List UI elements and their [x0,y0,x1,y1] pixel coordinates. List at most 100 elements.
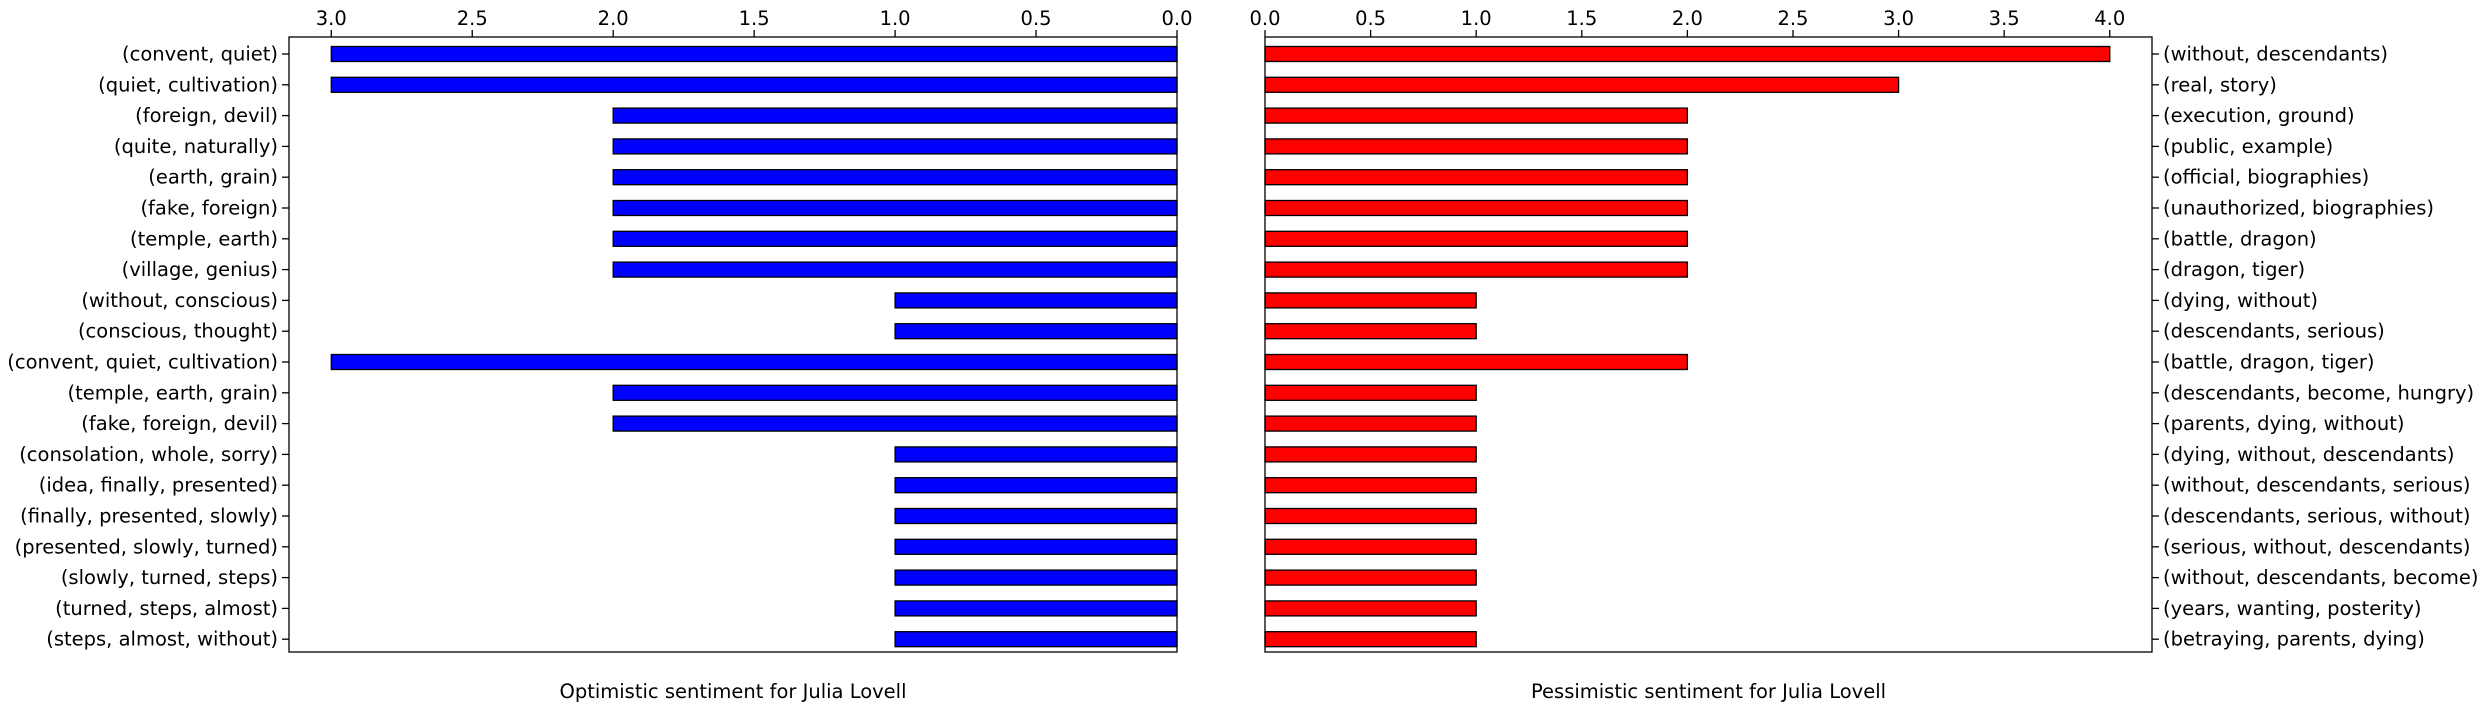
category-label: (battle, dragon, tiger) [2163,351,2375,374]
bar [894,600,1178,617]
x-tick-label: 1.0 [880,7,911,30]
x-tick-label: 1.5 [739,7,770,30]
bar [1264,138,1689,155]
category-label: (convent, quiet, cultivation) [7,351,278,374]
bar [1264,631,1477,648]
category-label: (fake, foreign, devil) [81,412,278,435]
x-tick-label: 0.5 [1355,7,1386,30]
x-tick-label: 2.5 [457,7,488,30]
x-tick-label: 3.0 [316,7,347,30]
category-label: (quiet, cultivation) [98,73,278,96]
category-label: (without, conscious) [81,289,278,312]
category-label: (foreign, devil) [135,104,278,127]
x-tick-label: 0.0 [1249,7,1280,30]
category-label: (descendants, serious, without) [2163,505,2470,528]
x-tick-label: 0.0 [1161,7,1192,30]
bar [1264,292,1477,309]
bar [894,569,1178,586]
bar [1264,323,1477,340]
bar [894,446,1178,463]
bar [894,323,1178,340]
category-label: (finally, presented, slowly) [20,505,278,528]
category-label: (betraying, parents, dying) [2163,628,2425,651]
category-label: (without, descendants, serious) [2163,474,2470,497]
category-label: (consolation, whole, sorry) [19,443,278,466]
category-label: (quite, naturally) [114,135,278,158]
category-label: (village, genius) [122,258,278,281]
category-label: (without, descendants, become) [2163,566,2478,589]
x-tick-label: 1.0 [1461,7,1492,30]
bar [1264,569,1477,586]
bar [894,477,1178,494]
category-label: (without, descendants) [2163,43,2388,66]
bar [1264,169,1689,186]
category-label: (dragon, tiger) [2163,258,2305,281]
x-axis-label: Optimistic sentiment for Julia Lovell [559,680,906,703]
category-label: (descendants, become, hungry) [2163,381,2474,404]
bar [612,384,1178,401]
category-label: (slowly, turned, steps) [61,566,278,589]
bar [894,292,1178,309]
category-label: (official, biographies) [2163,166,2369,189]
bar [612,138,1178,155]
x-axis-label: Pessimistic sentiment for Julia Lovell [1531,680,1886,703]
bar [612,169,1178,186]
category-label: (public, example) [2163,135,2333,158]
bar [330,76,1178,93]
bar [330,353,1178,371]
category-label: (battle, dragon) [2163,227,2317,250]
bar [1264,199,1689,217]
bar [1264,230,1689,247]
bar [1264,477,1477,494]
category-label: (earth, grain) [148,166,278,189]
category-label: (serious, without, descendants) [2163,535,2470,558]
category-label: (unauthorized, biographies) [2163,197,2434,220]
bar [1264,446,1477,463]
category-label: (steps, almost, without) [46,628,278,651]
x-tick-label: 3.0 [1883,7,1914,30]
optimistic-panel: 3.0 2.5 2.0 1.5 1.0 0.5 0.0 (convent, quiet) (qu… [7,7,1192,703]
pessimistic-panel: 0.0 0.5 1.0 1.5 2.0 2.5 3.0 3.5 4.0 (without, des… [1249,7,2478,703]
bar [612,261,1178,278]
x-tick-label: 4.0 [2094,7,2125,30]
bar [1264,353,1689,371]
category-label: (temple, earth, grain) [67,381,278,404]
x-tick-label: 2.0 [598,7,629,30]
x-tick-label: 3.5 [1989,7,2020,30]
category-label: (dying, without, descendants) [2163,443,2455,466]
bar [612,415,1178,432]
category-label: (fake, foreign) [140,197,278,220]
bar [1264,76,1900,93]
bar [894,507,1178,525]
bar [612,230,1178,247]
bar [330,45,1178,63]
category-label: (idea, finally, presented) [39,474,278,497]
bar [894,538,1178,555]
x-tick-label: 2.0 [1672,7,1703,30]
plot-frame [288,36,1178,653]
category-label: (temple, earth) [130,227,278,250]
category-label: (real, story) [2163,73,2277,96]
x-tick-label: 2.5 [1777,7,1808,30]
bar [1264,45,2111,63]
bar [1264,600,1477,617]
bar [894,631,1178,648]
category-label: (execution, ground) [2163,104,2355,127]
category-label: (dying, without) [2163,289,2318,312]
x-tick-label: 0.5 [1021,7,1052,30]
category-label: (descendants, serious) [2163,320,2385,343]
x-tick-label: 1.5 [1566,7,1597,30]
plot-frame [1264,36,2153,653]
bar [1264,415,1477,432]
category-label: (parents, dying, without) [2163,412,2404,435]
bar [1264,384,1477,401]
category-label: (conscious, thought) [78,320,278,343]
category-label: (years, wanting, posterity) [2163,597,2421,620]
bar [1264,261,1689,278]
category-label: (convent, quiet) [122,43,278,66]
category-label: (turned, steps, almost) [55,597,278,620]
bar [612,107,1178,124]
bar [1264,538,1477,555]
